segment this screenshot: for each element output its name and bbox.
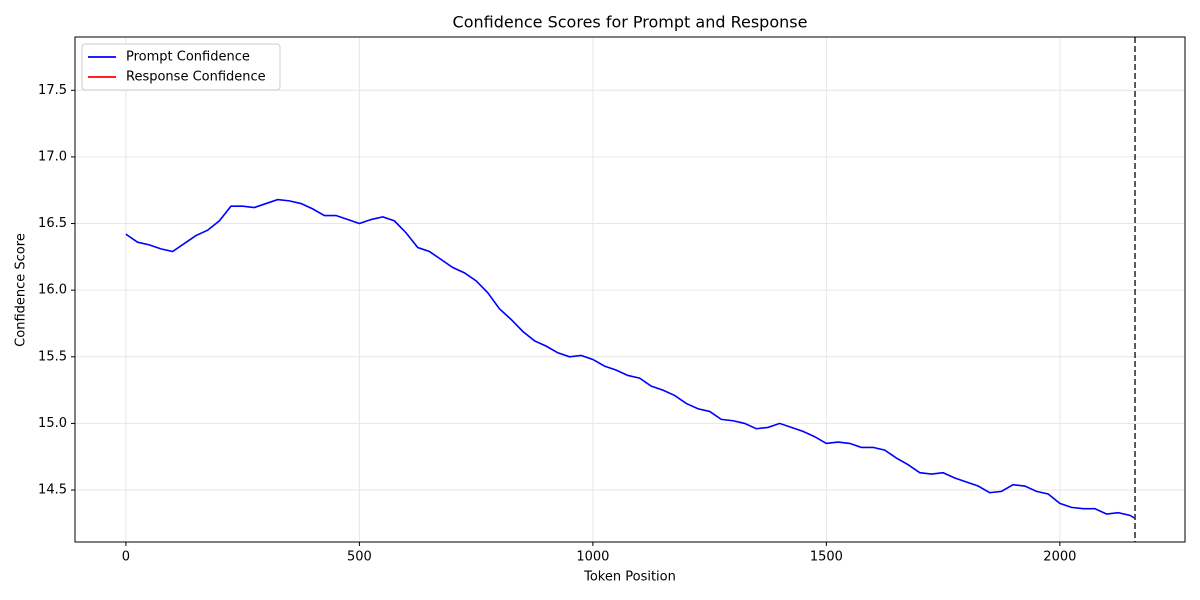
legend-box — [81, 43, 281, 91]
legend-label: Response Confidence — [126, 70, 266, 85]
y-axis-label: Confidence Score — [14, 233, 29, 347]
y-tick-label: 16.5 — [38, 216, 67, 231]
x-tick-label: 1000 — [576, 550, 609, 565]
data-line — [125, 198, 1135, 519]
y-tick-label: 17.0 — [38, 149, 67, 164]
y-tick-label: 15.5 — [38, 349, 67, 364]
x-tick-label: 1500 — [810, 550, 843, 565]
legend-label: Prompt Confidence — [126, 50, 250, 65]
y-tick-label: 16.0 — [38, 283, 67, 298]
y-tick-label: 15.0 — [38, 416, 67, 431]
chart-title: Confidence Scores for Prompt and Respons… — [453, 13, 808, 32]
y-tick-label: 14.5 — [38, 483, 67, 498]
x-tick-label: 0 — [122, 550, 130, 565]
y-tick-label: 17.5 — [38, 83, 67, 98]
plot-frame — [74, 36, 1186, 543]
x-tick-label: 500 — [347, 550, 372, 565]
x-tick-label: 2000 — [1043, 550, 1076, 565]
x-axis-label: Token Position — [583, 570, 676, 585]
